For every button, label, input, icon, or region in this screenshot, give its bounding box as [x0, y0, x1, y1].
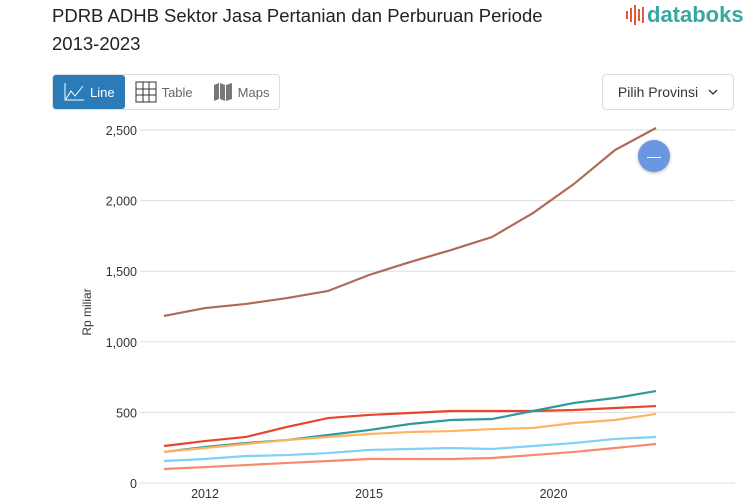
logo-text: databoks	[647, 2, 744, 27]
tab-maps[interactable]: Maps	[203, 75, 280, 109]
tab-maps-label: Maps	[237, 84, 270, 100]
y-tick-label: 1,000	[106, 336, 137, 350]
y-tick-label: 2,000	[106, 195, 137, 209]
y-tick-label: 2,500	[106, 124, 137, 138]
table-icon	[135, 81, 157, 103]
map-icon	[213, 83, 232, 101]
y-tick-label: 1,500	[106, 265, 137, 279]
tab-table[interactable]: Table	[125, 75, 203, 109]
minus-icon: —	[647, 148, 661, 164]
line-series-5[interactable]	[163, 435, 657, 463]
x-tick-label: 2012	[191, 487, 219, 498]
chart-title: PDRB ADHB Sektor Jasa Pertanian dan Perb…	[52, 5, 543, 54]
tab-line-label: Line	[90, 84, 115, 100]
tab-table-label: Table	[161, 84, 193, 100]
line-series-6[interactable]	[163, 442, 657, 471]
databoks-logo: databoks	[626, 2, 744, 28]
tab-line[interactable]: Line	[53, 75, 125, 109]
province-select[interactable]: Pilih Provinsi	[602, 74, 734, 110]
x-tick-label: 2015	[355, 487, 383, 498]
logo-bars-icon	[626, 5, 644, 25]
line-series-2[interactable]	[163, 404, 657, 448]
line-chart-icon	[64, 83, 84, 101]
y-tick-label: 500	[116, 406, 137, 420]
view-tabs: Line Table Maps	[52, 74, 281, 110]
chevron-down-icon	[708, 89, 718, 95]
collapse-button[interactable]: —	[638, 140, 670, 172]
line-series-4[interactable]	[163, 412, 657, 454]
x-tick-label: 2020	[540, 487, 568, 498]
y-tick-label: 0	[130, 477, 137, 491]
line-series-1[interactable]	[163, 127, 657, 318]
province-select-label: Pilih Provinsi	[617, 84, 699, 100]
y-axis-title: Rp miliar	[80, 288, 94, 335]
